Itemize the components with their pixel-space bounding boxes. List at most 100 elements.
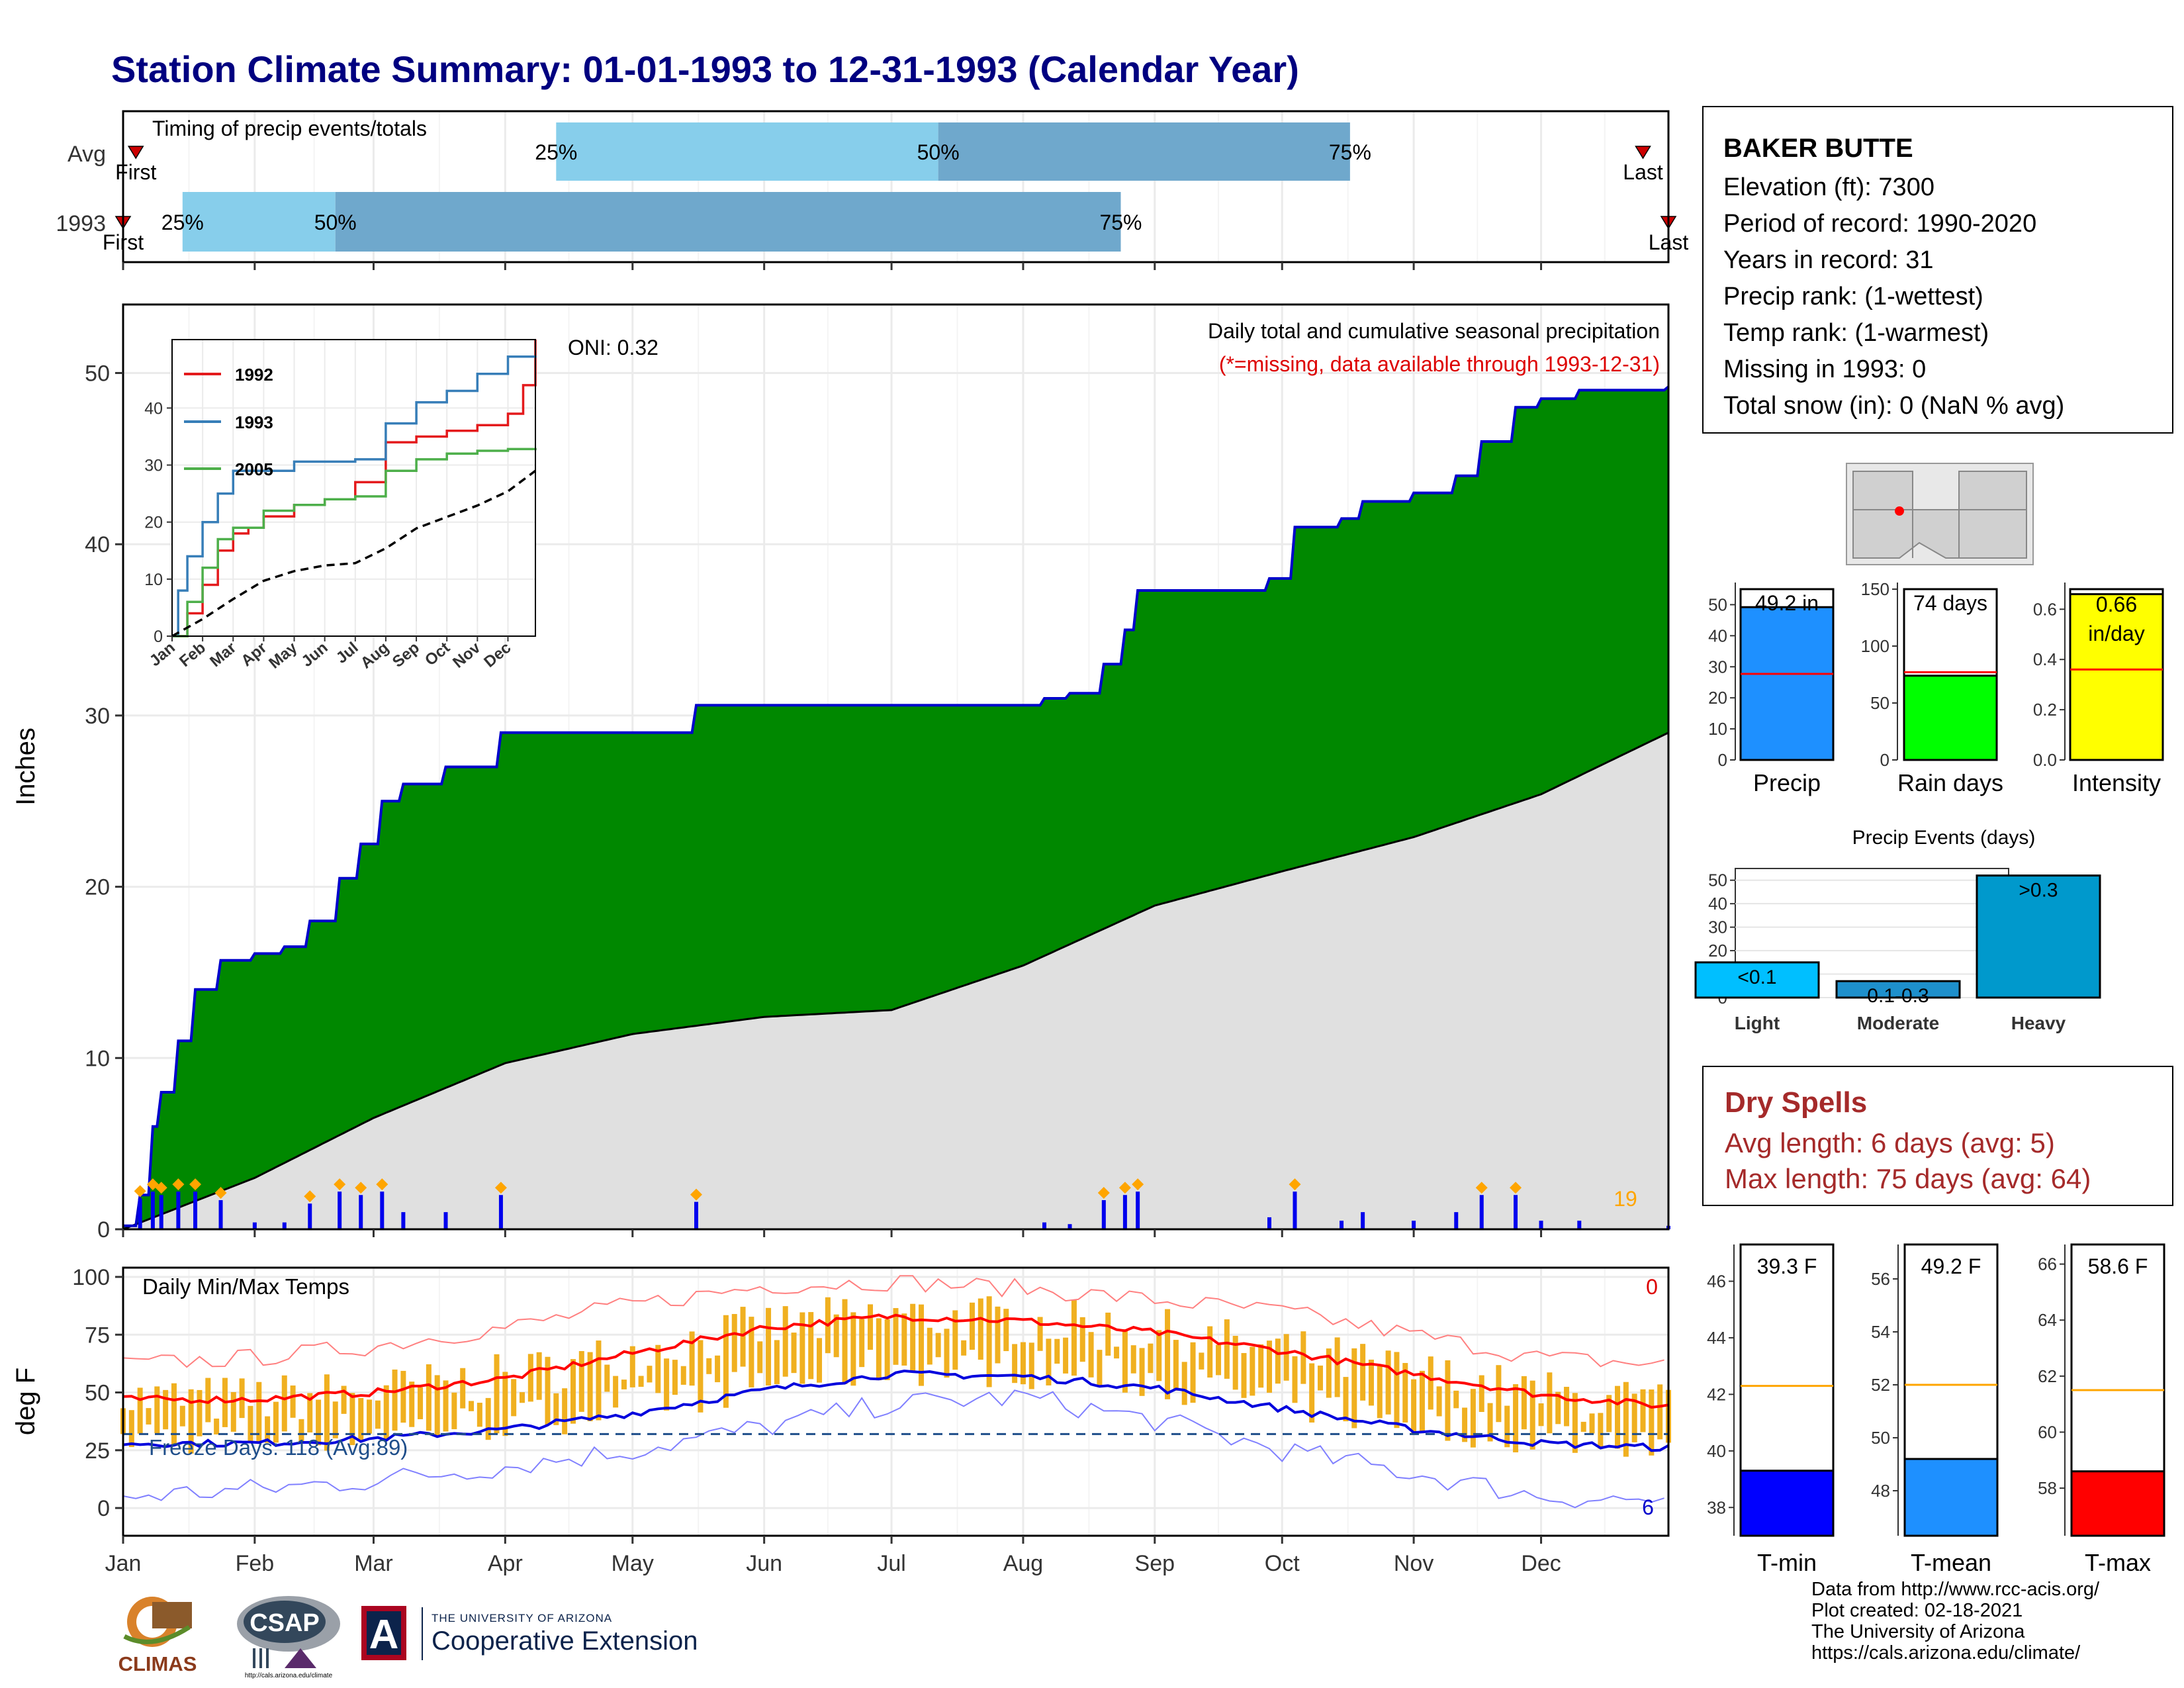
temp-daily-bar	[1003, 1309, 1009, 1352]
temp-daily-bar	[876, 1318, 882, 1381]
precip-daily-bar	[159, 1195, 163, 1229]
temp-daily-bar	[1640, 1389, 1646, 1432]
temp-daily-bar	[1521, 1376, 1527, 1430]
temp-daily-bar	[375, 1400, 381, 1429]
summary-value-label: in/day	[2088, 622, 2144, 645]
temp-daily-bar	[578, 1351, 584, 1412]
temp-daily-bar	[1207, 1326, 1213, 1378]
summary-value-label: 0.66	[2096, 592, 2137, 616]
inset-ytick-label: 0	[154, 628, 163, 646]
temp-daily-bar	[1181, 1362, 1187, 1405]
temp-daily-bar	[570, 1359, 576, 1424]
temp-ytick-label: 50	[85, 1381, 110, 1406]
temp-daily-bar	[1419, 1370, 1425, 1434]
precip-daily-bar	[694, 1201, 699, 1229]
summary-tick-label: 40	[1708, 626, 1727, 645]
temp-daily-bar	[1046, 1338, 1052, 1385]
temp-daily-bar	[808, 1312, 814, 1380]
precip-heavy-marker	[1097, 1187, 1110, 1199]
temp-daily-bar	[418, 1387, 424, 1419]
climas-logo: CLIMAS	[118, 1597, 197, 1675]
temp-daily-bar	[1615, 1385, 1621, 1449]
temp-ytick-label: 100	[72, 1265, 110, 1290]
temp-summary-category-label: T-min	[1757, 1549, 1817, 1576]
temp-daily-bar	[409, 1382, 415, 1427]
summary-tick-label: 0	[1880, 750, 1889, 770]
temp-summary-tick-label: 64	[2038, 1310, 2057, 1330]
freeze-days-label: Freeze Days: 118 (Avg:89)	[149, 1435, 408, 1460]
inset-line-2005	[172, 447, 537, 637]
summary-tick-label: 10	[1708, 719, 1727, 739]
timing-last-label: Last	[1623, 160, 1663, 184]
month-label-jan: Jan	[105, 1551, 142, 1576]
cold-days-count: 6	[1642, 1495, 1654, 1519]
summary-value-label: 74 days	[1913, 591, 1987, 615]
temp-summary-tick-label: 46	[1707, 1272, 1726, 1291]
ua-logo: A THE UNIVERSITY OF ARIZONA Cooperative …	[361, 1606, 698, 1660]
precip-daily-bar	[380, 1192, 385, 1229]
temp-daily-bar	[1462, 1407, 1468, 1442]
temp-daily-bar	[341, 1385, 347, 1414]
temp-daily-bar	[766, 1307, 772, 1386]
temp-daily-bar	[1300, 1331, 1306, 1384]
inset-line-1993	[172, 355, 537, 637]
temp-daily-bar	[638, 1376, 644, 1387]
ua-logo-big: Cooperative Extension	[432, 1626, 698, 1656]
oni-label: ONI: 0.32	[568, 336, 659, 359]
temp-daily-bar	[1326, 1348, 1332, 1398]
temp-summary-tick-label: 56	[1871, 1269, 1890, 1289]
temp-daily-bar	[587, 1352, 593, 1421]
temp-summary-tick-label: 66	[2038, 1254, 2057, 1274]
temp-daily-bar	[214, 1418, 220, 1434]
events-tick-label: 50	[1708, 870, 1727, 890]
temp-daily-bar	[1130, 1345, 1136, 1374]
temp-summary-value-label: 58.6 F	[2088, 1254, 2148, 1278]
station-name: BAKER BUTTE	[1723, 134, 1913, 163]
temp-record-min-line	[122, 1389, 1664, 1509]
inset-legend-2005: 2005	[235, 459, 273, 479]
timing-pct-label: 75%	[1329, 140, 1371, 164]
timing-bar-q1-Avg	[556, 122, 938, 181]
temp-daily-bar	[918, 1304, 924, 1386]
timing-bar-q2-Avg	[938, 122, 1350, 181]
precip-heavy-marker	[304, 1190, 316, 1203]
summary-tick-label: 150	[1861, 579, 1889, 599]
events-bar-label: >0.3	[2019, 880, 2058, 902]
temp-summary-bar-t-mean	[1903, 1458, 1999, 1537]
temp-daily-bar	[163, 1389, 169, 1430]
temp-daily-bar	[1216, 1344, 1222, 1376]
precip-daily-bar	[252, 1222, 257, 1229]
precip-heavy-marker	[189, 1178, 202, 1191]
precip-daily-bar	[1068, 1224, 1072, 1229]
temp-daily-bar	[1606, 1395, 1612, 1432]
temp-daily-bar	[715, 1355, 721, 1383]
inset-ytick-label: 20	[144, 514, 163, 532]
temp-daily-bar	[1309, 1363, 1315, 1423]
temp-summary-tick-label: 62	[2038, 1366, 2057, 1386]
inset-line-average	[171, 469, 537, 637]
temp-daily-bar	[629, 1346, 635, 1387]
summary-tick-label: 20	[1708, 688, 1727, 708]
precip-daily-bar	[150, 1192, 155, 1229]
temp-summary-value-label: 49.2 F	[1921, 1254, 1981, 1278]
precip-heavy-marker	[355, 1182, 367, 1194]
temp-daily-bar	[1436, 1386, 1442, 1417]
temp-ytick-label: 0	[97, 1496, 110, 1521]
month-label-mar: Mar	[354, 1551, 393, 1576]
temp-daily-bar	[901, 1313, 907, 1366]
events-bar-light	[1694, 961, 1820, 999]
month-label-jun: Jun	[746, 1551, 782, 1576]
precip-heavy-marker	[134, 1185, 146, 1197]
credit-created: Plot created: 02-18-2021	[1811, 1600, 2023, 1621]
temp-summary-tick-label: 38	[1707, 1497, 1726, 1517]
precip-heavy-marker	[1510, 1182, 1522, 1194]
temp-daily-bar	[698, 1340, 704, 1413]
station-info-box: BAKER BUTTE Elevation (ft): 7300 Period …	[1702, 106, 2173, 434]
temp-daily-bar	[1496, 1365, 1502, 1423]
events-category-label: Light	[1735, 1013, 1780, 1033]
temp-daily-bar	[179, 1405, 185, 1427]
credits: Data from http://www.rcc-acis.org/ Plot …	[1811, 1579, 2099, 1664]
precip-ytick-label: 30	[85, 704, 110, 729]
summary-tick-label: 100	[1861, 636, 1889, 656]
